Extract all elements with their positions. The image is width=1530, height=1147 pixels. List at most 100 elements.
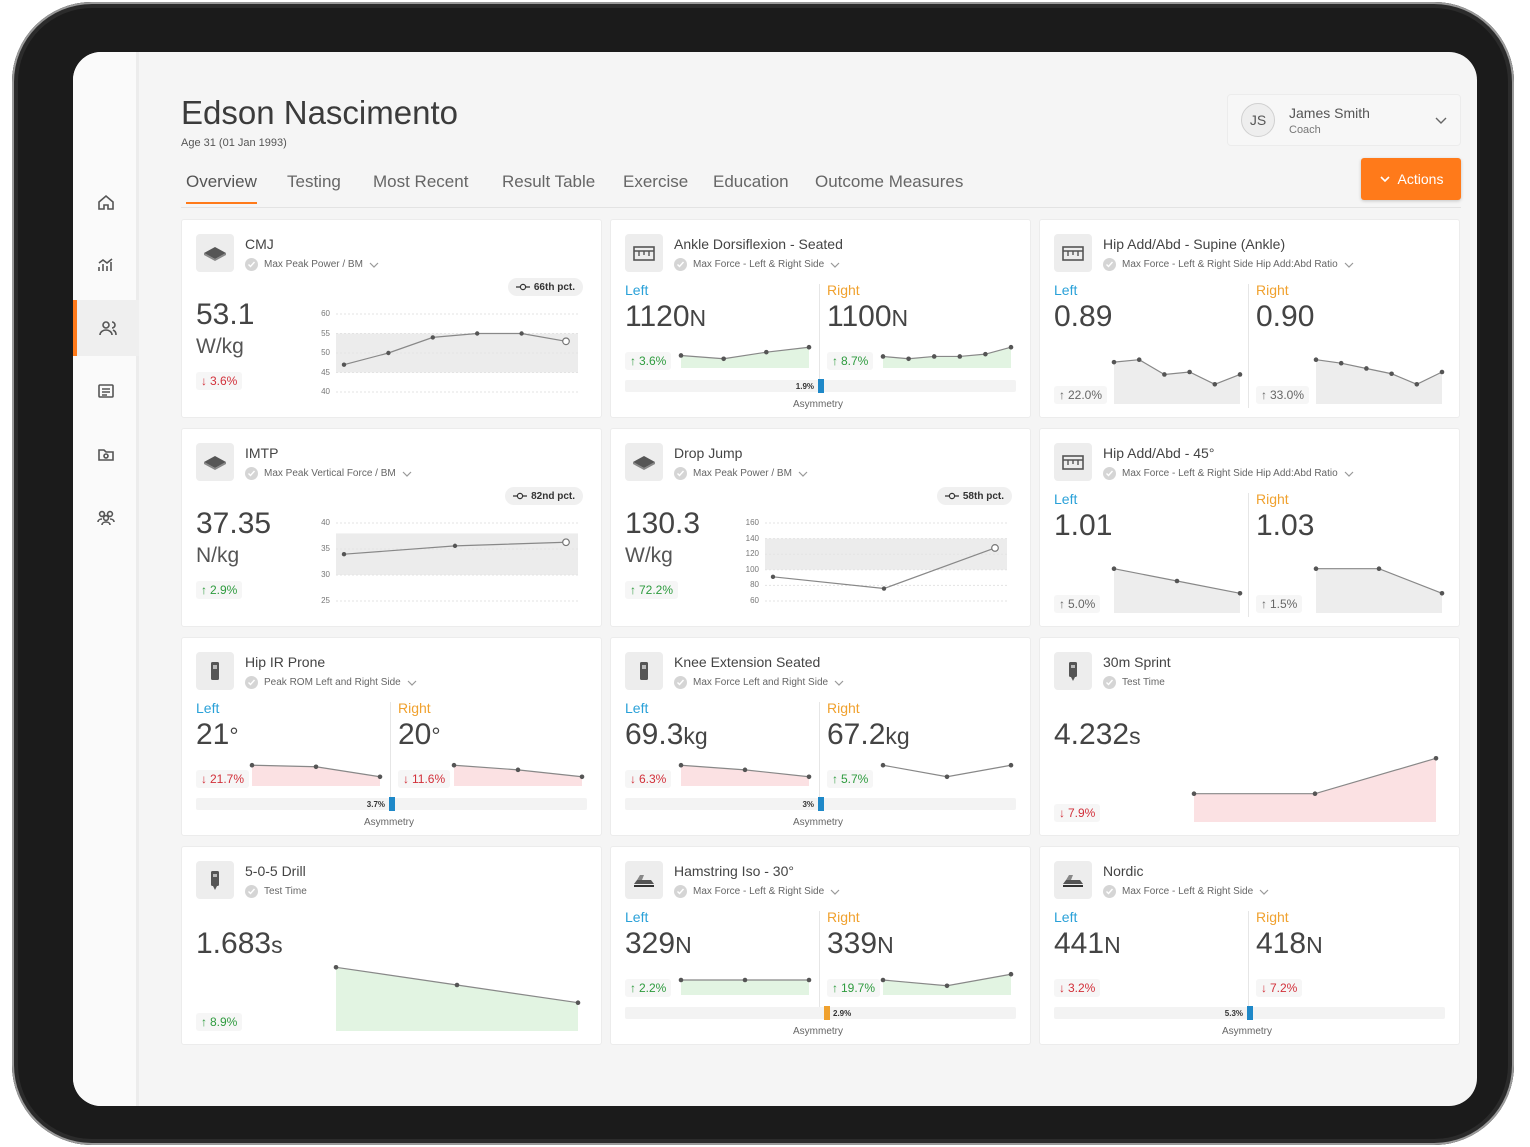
metric-card-5-0-5-drill[interactable]: 5-0-5 Drill Test Time 1.683s ↑ 8.9% [181, 846, 602, 1045]
tab-overview[interactable]: Overview [186, 172, 257, 204]
left-change-badge: ↓ 21.7% [196, 770, 250, 788]
sidebar-item-people[interactable] [73, 300, 139, 356]
metric-name: Max Force - Left & Right Side Hip Add:Ab… [1122, 259, 1338, 270]
tab-exercise[interactable]: Exercise [623, 172, 689, 191]
dynamometer-icon [1062, 246, 1084, 261]
right-change-value: 8.7% [841, 354, 869, 368]
right-label: Right [398, 700, 431, 716]
right-change-badge: ↓ 7.2% [1256, 979, 1303, 997]
card-icon-box [625, 861, 663, 899]
metric-card-hamstring-iso-30[interactable]: Hamstring Iso - 30° Max Force - Left & Ri… [610, 846, 1031, 1045]
data-point [880, 762, 886, 768]
data-point [1439, 591, 1445, 596]
metric-selector[interactable]: Max Force Left and Right Side [674, 676, 844, 689]
right-trend-chart [880, 344, 1014, 368]
data-point [333, 965, 339, 970]
sidebar-item-list[interactable] [73, 363, 139, 419]
sidebar-item-analytics[interactable] [73, 237, 139, 293]
user-role: Coach [1289, 124, 1321, 136]
right-number: 20 [398, 718, 432, 751]
tab-education[interactable]: Education [713, 172, 789, 191]
metric-card-knee-extension-seated[interactable]: Knee Extension Seated Max Force Left and … [610, 637, 1031, 836]
metric-selector[interactable]: Test Time [245, 885, 307, 898]
left-change-badge: ↑ 22.0% [1054, 386, 1108, 404]
actions-button[interactable]: Actions [1361, 158, 1461, 200]
metric-selector[interactable]: Max Force - Left & Right Side [674, 258, 840, 271]
data-point [1364, 366, 1369, 371]
change-badge: ↑ 2.9% [196, 581, 243, 599]
metric-selector[interactable]: Max Peak Power / BM [674, 467, 808, 480]
metric-card-hip-add-abd-supine-ankle[interactable]: Hip Add/Abd - Supine (Ankle) Max Force - … [1039, 219, 1460, 418]
metric-name: Peak ROM Left and Right Side [264, 677, 401, 688]
left-value: 69.3kg [625, 718, 708, 752]
metric-selector[interactable]: Test Time [1103, 676, 1165, 689]
metric-selector[interactable]: Peak ROM Left and Right Side [245, 676, 417, 689]
arrow-down-icon: ↓ [403, 772, 409, 786]
tab-most-recent[interactable]: Most Recent [373, 172, 469, 191]
metric-value: 1.683s [196, 927, 283, 961]
timer-icon [1069, 662, 1077, 681]
chevron-down-icon [369, 262, 379, 268]
left-change-badge: ↑ 5.0% [1054, 595, 1101, 613]
metric-card-ankle-dorsiflexion-seated[interactable]: Ankle Dorsiflexion - Seated Max Force - L… [610, 219, 1031, 418]
metric-card-cmj[interactable]: CMJ Max Peak Power / BM 66th pct. 53.1 W/kg ↓… [181, 219, 602, 418]
right-trend-chart [1313, 566, 1445, 613]
y-tick-label: 140 [745, 533, 759, 543]
left-number: 69.3 [625, 718, 684, 751]
sidebar-item-folder[interactable] [73, 426, 139, 482]
chevron-down-icon [1344, 471, 1354, 477]
metric-name: Max Force - Left & Right Side Hip Add:Ab… [1122, 468, 1338, 479]
chart-area [1316, 568, 1442, 613]
metric-selector[interactable]: Max Force - Left & Right Side Hip Add:Ab… [1103, 467, 1354, 480]
left-change-badge: ↓ 3.2% [1054, 979, 1101, 997]
metric-selector[interactable]: Max Peak Power / BM [245, 258, 379, 271]
user-menu[interactable]: JS James Smith Coach [1227, 94, 1461, 146]
tab-outcome-measures[interactable]: Outcome Measures [815, 172, 964, 191]
card-title: IMTP [245, 445, 279, 461]
sensor-icon [640, 662, 648, 680]
sidebar-item-home[interactable] [73, 174, 139, 230]
tab-bar: Overview Testing Most Recent Result Table Ex… [181, 170, 1461, 208]
left-change-badge: ↓ 6.3% [625, 770, 672, 788]
metric-card-drop-jump[interactable]: Drop Jump Max Peak Power / BM 58th pct. 130… [610, 428, 1031, 627]
right-number: 1.03 [1256, 509, 1315, 542]
main-content: Edson Nascimento Age 31 (01 Jan 1993) JS… [181, 52, 1461, 1106]
metric-value: 53.1 [196, 298, 255, 331]
left-number: 21 [196, 718, 230, 751]
left-unit: ° [229, 723, 239, 749]
chevron-down-icon [1379, 176, 1390, 183]
card-title: 30m Sprint [1103, 654, 1171, 670]
metric-card-hip-ir-prone[interactable]: Hip IR Prone Peak ROM Left and Right Side… [181, 637, 602, 836]
chevron-down-icon [407, 680, 417, 686]
chart-area [681, 765, 809, 786]
metric-card-30m-sprint[interactable]: 30m Sprint Test Time 4.232s ↓ 7.9% [1039, 637, 1460, 836]
metric-value: 37.35 [196, 507, 272, 540]
card-icon-box [196, 861, 234, 899]
metric-selector[interactable]: Max Force - Left & Right Side [674, 885, 840, 898]
data-point [1439, 369, 1445, 375]
data-point [575, 1000, 581, 1005]
metric-selector[interactable]: Max Peak Vertical Force / BM [245, 467, 412, 480]
athlete-age: Age 31 (01 Jan 1993) [181, 137, 287, 149]
metric-card-nordic[interactable]: Nordic Max Force - Left & Right Side Left 4… [1039, 846, 1460, 1045]
metric-card-hip-add-abd-45[interactable]: Hip Add/Abd - 45° Max Force - Left & Righ… [1039, 428, 1460, 627]
right-change-badge: ↑ 33.0% [1256, 386, 1310, 404]
force-plate-icon [204, 456, 226, 470]
metric-number: 1.683 [196, 927, 272, 960]
metric-selector[interactable]: Max Force - Left & Right Side [1103, 885, 1269, 898]
data-point [806, 344, 812, 350]
change-value: 8.9% [210, 1015, 238, 1029]
card-icon-box [196, 652, 234, 690]
card-icon-box [1054, 861, 1092, 899]
metric-selector[interactable]: Max Force - Left & Right Side Hip Add:Ab… [1103, 258, 1354, 271]
tab-result-table[interactable]: Result Table [502, 172, 596, 191]
data-point [386, 350, 391, 356]
right-value: 1.03 [1256, 509, 1314, 543]
sidebar-item-group[interactable] [73, 489, 139, 545]
left-change-value: 6.3% [639, 772, 667, 786]
metric-card-imtp[interactable]: IMTP Max Peak Vertical Force / BM 82nd pct… [181, 428, 602, 627]
check-icon [1103, 676, 1116, 689]
check-icon [245, 885, 258, 898]
y-tick-label: 55 [321, 328, 330, 338]
tab-testing[interactable]: Testing [287, 172, 341, 191]
